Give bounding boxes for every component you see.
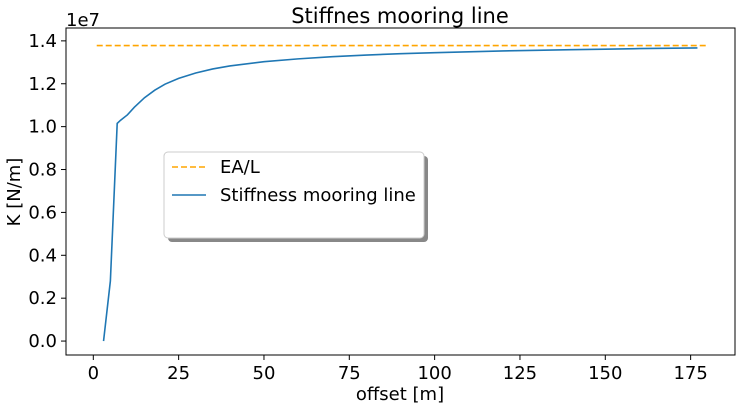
x-tick-label: 125: [503, 363, 537, 384]
y-tick-label: 0.6: [28, 202, 57, 223]
y-tick-label: 1.4: [28, 31, 57, 52]
x-tick-label: 100: [417, 363, 451, 384]
x-tick-label: 25: [167, 363, 190, 384]
plot-marks: [96, 44, 708, 342]
plot-frame: [65, 27, 736, 356]
x-tick-label: 75: [338, 363, 361, 384]
y-axis-label: K [N/m]: [4, 158, 25, 227]
axis-ticks: 0 25 50 75 100 125 150 175 0.0 0.2 0.4 0.6 0.8 1.0 1.2…: [28, 31, 707, 384]
y-tick-label: 1.2: [28, 74, 57, 95]
legend: EA/L Stiffness mooring line: [163, 151, 428, 242]
y-tick-label: 0.8: [28, 160, 57, 181]
x-axis-label: offset [m]: [356, 384, 444, 405]
y-scale-label: 1e7: [66, 10, 100, 31]
legend-box: [163, 151, 425, 239]
series-line-1: [102, 47, 698, 342]
legend-label-ea-l: EA/L: [220, 157, 260, 178]
x-tick-label: 50: [253, 363, 276, 384]
x-tick-label: 175: [673, 363, 707, 384]
y-tick-label: 0.2: [28, 288, 57, 309]
chart-title: Stiffnes mooring line: [291, 4, 509, 28]
x-tick-label: 150: [588, 363, 622, 384]
y-tick-label: 0.0: [28, 331, 57, 352]
legend-label-stiffness: Stiffness mooring line: [220, 185, 416, 206]
y-tick-label: 1.0: [28, 117, 57, 138]
x-tick-label: 0: [88, 363, 99, 384]
y-tick-label: 0.4: [28, 245, 57, 266]
